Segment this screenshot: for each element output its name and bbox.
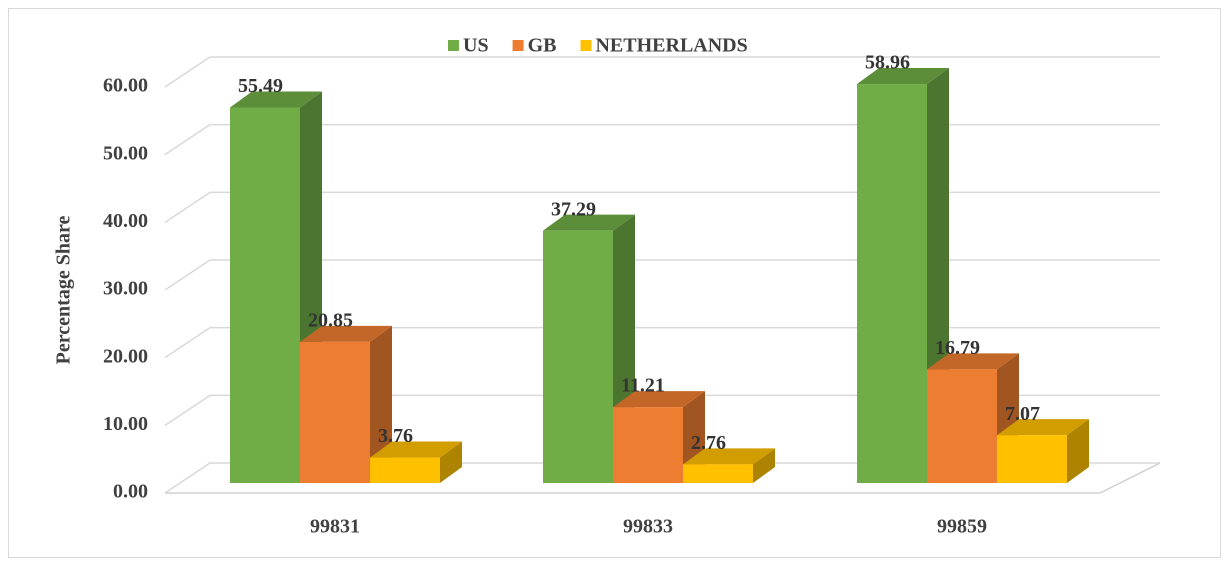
x-tick-label: 99831: [310, 516, 360, 538]
bar: [300, 341, 370, 483]
y-tick-label: 30.00: [103, 278, 148, 300]
bar-top: [230, 91, 322, 108]
bar-side: [370, 325, 392, 483]
y-axis-title: Percentage Share: [53, 216, 75, 365]
grid-line: [164, 56, 211, 88]
bar: [997, 435, 1067, 483]
bar-top: [683, 448, 775, 465]
data-label: 2.76: [691, 432, 726, 454]
x-tick-label: 99859: [937, 516, 987, 538]
bar-top: [613, 391, 705, 408]
grid-line: [164, 394, 211, 426]
bar-top: [300, 325, 392, 342]
bar: [370, 457, 440, 483]
data-label: 55.49: [238, 75, 283, 97]
legend-swatch: [512, 40, 524, 51]
bar-top: [857, 68, 949, 85]
grid-line: [164, 124, 211, 156]
data-label: 20.85: [308, 310, 353, 332]
x-tick-label: 99833: [623, 516, 673, 538]
y-tick-label: 20.00: [103, 345, 148, 367]
legend-label: NETHERLANDS: [595, 35, 747, 57]
legend-swatch: [448, 40, 459, 51]
grid-line: [164, 259, 211, 291]
bar-top: [927, 353, 1019, 370]
floor-edge: [1099, 462, 1161, 494]
bar-top: [543, 214, 635, 231]
y-tick-label: 40.00: [103, 210, 148, 232]
bar-top: [997, 419, 1089, 436]
bar-top: [370, 441, 462, 458]
y-tick-label: 50.00: [103, 142, 148, 164]
bar: [543, 230, 613, 483]
data-label: 58.96: [865, 52, 910, 74]
bar: [230, 107, 300, 483]
y-tick-label: 10.00: [103, 413, 148, 435]
grid-line: [164, 462, 211, 494]
data-label: 37.29: [551, 198, 596, 220]
bar: [683, 464, 753, 483]
legend-swatch: [580, 40, 592, 51]
data-label: 3.76: [378, 425, 413, 447]
legend-label: US: [463, 35, 489, 57]
bar: [927, 369, 997, 483]
legend-label: GB: [528, 35, 557, 57]
data-label: 16.79: [935, 337, 980, 359]
grid-line: [164, 191, 211, 223]
bar: [613, 407, 683, 483]
bar-side: [753, 448, 775, 483]
grid-line: [164, 327, 211, 359]
chart-border: [8, 8, 1221, 558]
y-tick-label: 60.00: [103, 75, 148, 97]
y-tick-label: 0.00: [113, 481, 148, 503]
data-label: 7.07: [1005, 403, 1040, 425]
data-label: 11.21: [621, 375, 665, 397]
bar-side: [440, 441, 462, 483]
bar-side: [1067, 419, 1089, 483]
bar: [857, 84, 927, 484]
